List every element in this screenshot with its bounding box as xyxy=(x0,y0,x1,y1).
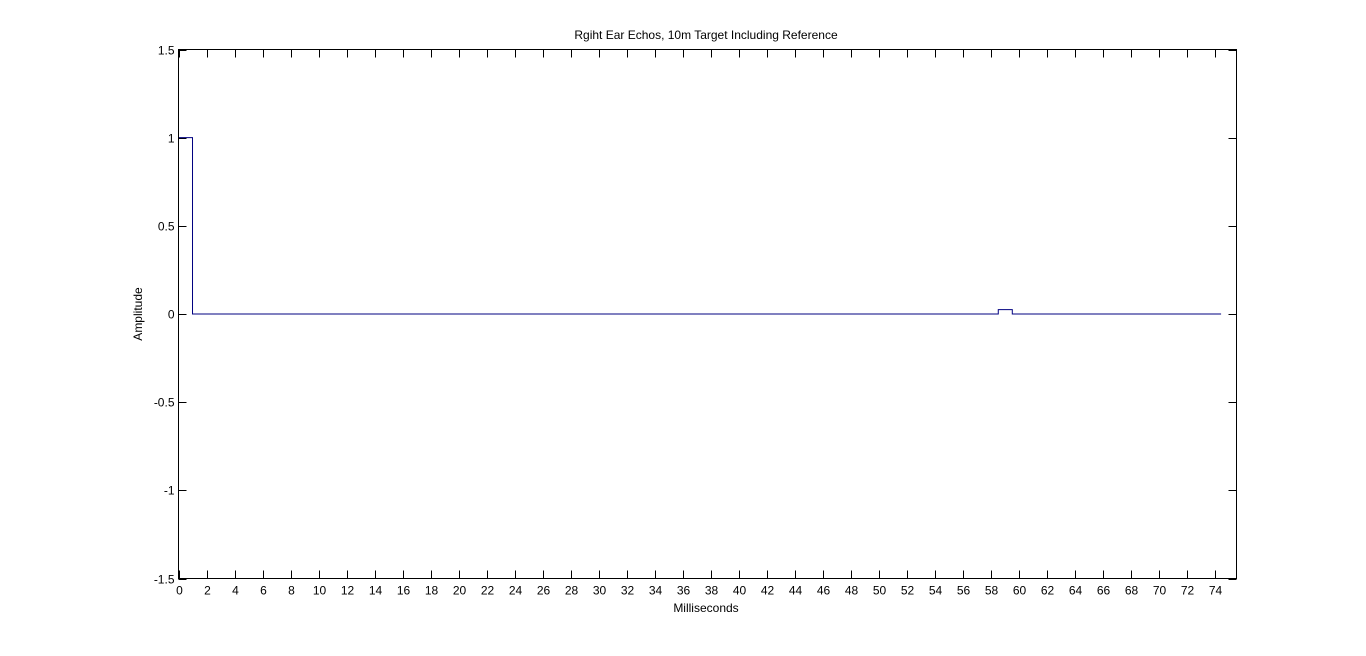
x-tick-label: 34 xyxy=(649,584,663,598)
x-tick-label: 6 xyxy=(260,584,267,598)
x-axis-label: Milliseconds xyxy=(673,601,738,615)
x-tick-label: 14 xyxy=(369,584,383,598)
x-tick-label: 50 xyxy=(873,584,887,598)
x-tick-label: 32 xyxy=(621,584,635,598)
x-tick-label: 26 xyxy=(537,584,551,598)
series-layer xyxy=(178,137,1222,315)
x-tick-label: 36 xyxy=(677,584,691,598)
y-tick-label: -0.5 xyxy=(154,396,175,410)
x-tick-label: 16 xyxy=(397,584,411,598)
y-tick-label: -1.5 xyxy=(154,573,175,587)
x-tick-label: 56 xyxy=(957,584,971,598)
x-tick-label: 8 xyxy=(288,584,295,598)
x-tick-label: 48 xyxy=(845,584,859,598)
x-tick-label: 44 xyxy=(789,584,803,598)
x-tick-label: 24 xyxy=(509,584,523,598)
series-line xyxy=(178,137,1222,315)
x-tick-label: 54 xyxy=(929,584,943,598)
y-tick-label: 1.5 xyxy=(158,44,175,58)
y-axis-label: Amplitude xyxy=(131,287,145,341)
x-tick-label: 40 xyxy=(733,584,747,598)
y-tick-label: 0 xyxy=(168,308,175,322)
x-tick-label: 38 xyxy=(705,584,719,598)
y-tick-label: 0.5 xyxy=(158,220,175,234)
x-tick-label: 20 xyxy=(453,584,467,598)
x-tick-label: 4 xyxy=(232,584,239,598)
x-tick-label: 70 xyxy=(1153,584,1167,598)
x-tick-label: 12 xyxy=(341,584,355,598)
x-tick-label: 18 xyxy=(425,584,439,598)
x-tick-label: 64 xyxy=(1069,584,1083,598)
x-tick-label: 72 xyxy=(1181,584,1195,598)
x-tick-label: 62 xyxy=(1041,584,1055,598)
x-tick-label: 58 xyxy=(985,584,999,598)
x-tick-label: 46 xyxy=(817,584,831,598)
x-tick-label: 2 xyxy=(204,584,211,598)
x-tick-label: 52 xyxy=(901,584,915,598)
y-tick-label: -1 xyxy=(164,484,175,498)
plot-frame xyxy=(178,49,1237,579)
x-tick-label: 0 xyxy=(176,584,183,598)
x-tick-label: 10 xyxy=(313,584,327,598)
y-tick-label: 1 xyxy=(168,132,175,146)
x-tick-label: 74 xyxy=(1209,584,1223,598)
x-tick-label: 22 xyxy=(481,584,495,598)
x-tick-label: 66 xyxy=(1097,584,1111,598)
x-tick-label: 42 xyxy=(761,584,775,598)
x-tick-label: 28 xyxy=(565,584,579,598)
chart-title: Rgiht Ear Echos, 10m Target Including Re… xyxy=(574,28,838,42)
x-tick-label: 60 xyxy=(1013,584,1027,598)
ticks-layer: 0 2 4 6 8 10 12 14 16 18 20 22 24 26 28 30 32 34 36 38 40 42 4… xyxy=(154,44,1237,598)
x-tick-label: 68 xyxy=(1125,584,1139,598)
x-tick-label: 30 xyxy=(593,584,607,598)
